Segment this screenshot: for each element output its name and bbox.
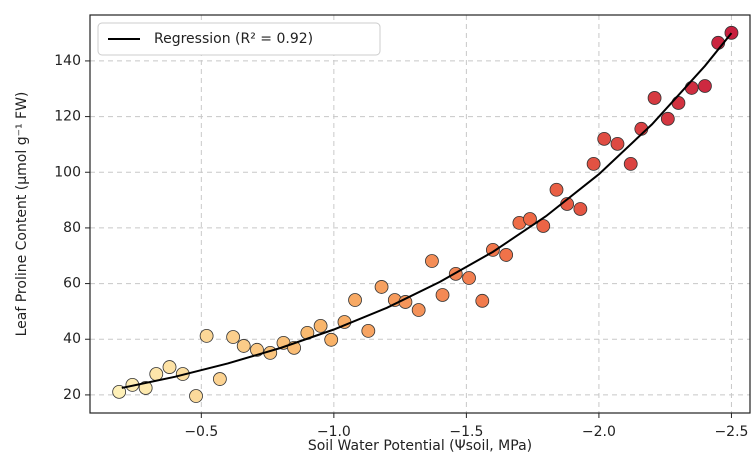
scatter-point xyxy=(536,219,551,233)
scatter-point xyxy=(586,157,601,171)
scatter-point xyxy=(189,389,203,403)
scatter-point xyxy=(549,182,564,197)
scatter-point xyxy=(435,288,450,302)
scatter-point xyxy=(499,248,514,262)
x-tick-label: −2.5 xyxy=(714,424,748,440)
scatter-point xyxy=(698,79,712,93)
x-tick-label: −2.0 xyxy=(582,424,616,440)
scatter-point xyxy=(647,91,662,105)
scatter-point xyxy=(573,202,588,216)
legend-label: Regression (R² = 0.92) xyxy=(154,31,313,47)
scatter-point xyxy=(623,157,638,171)
y-tick-label: 100 xyxy=(54,164,81,180)
scatter-point xyxy=(374,280,389,294)
y-tick-label: 40 xyxy=(63,331,81,347)
scatter-point xyxy=(411,303,426,317)
x-tick-label: −1.0 xyxy=(317,424,351,440)
scatter-point xyxy=(149,367,164,381)
scatter-point xyxy=(162,360,177,374)
scatter-point xyxy=(324,332,339,347)
y-tick-label: 120 xyxy=(54,109,81,125)
scatter-point xyxy=(138,381,153,395)
scatter-point xyxy=(425,254,439,268)
scatter-point xyxy=(462,271,476,285)
x-tick-label: −0.5 xyxy=(184,424,218,440)
scatter-point xyxy=(226,330,241,344)
scatter-point xyxy=(523,212,537,226)
scatter-point xyxy=(212,372,227,386)
x-axis-label: Soil Water Potential (Ψsoil, MPa) xyxy=(308,438,532,454)
x-tick-label: −1.5 xyxy=(449,424,483,440)
y-axis-label: Leaf Proline Content (μmol g⁻¹ FW) xyxy=(14,92,30,337)
scatter-point xyxy=(348,293,362,307)
y-tick-label: 20 xyxy=(63,387,81,403)
scatter-point xyxy=(660,111,675,126)
scatter-point xyxy=(475,293,490,308)
scatter-point xyxy=(313,318,328,333)
regression-line xyxy=(121,32,733,389)
scatter-point xyxy=(361,323,376,338)
plot-frame xyxy=(89,14,751,414)
y-tick-label: 80 xyxy=(63,220,81,236)
scatter-point xyxy=(199,329,214,343)
y-tick-label: 140 xyxy=(54,53,81,69)
scatter-point xyxy=(597,131,612,146)
legend-box xyxy=(97,22,381,56)
scatter-point xyxy=(236,339,251,353)
scatter-point xyxy=(610,136,625,151)
scatter-point xyxy=(684,81,699,95)
scatter-point xyxy=(671,96,686,110)
y-tick-label: 60 xyxy=(63,276,81,292)
